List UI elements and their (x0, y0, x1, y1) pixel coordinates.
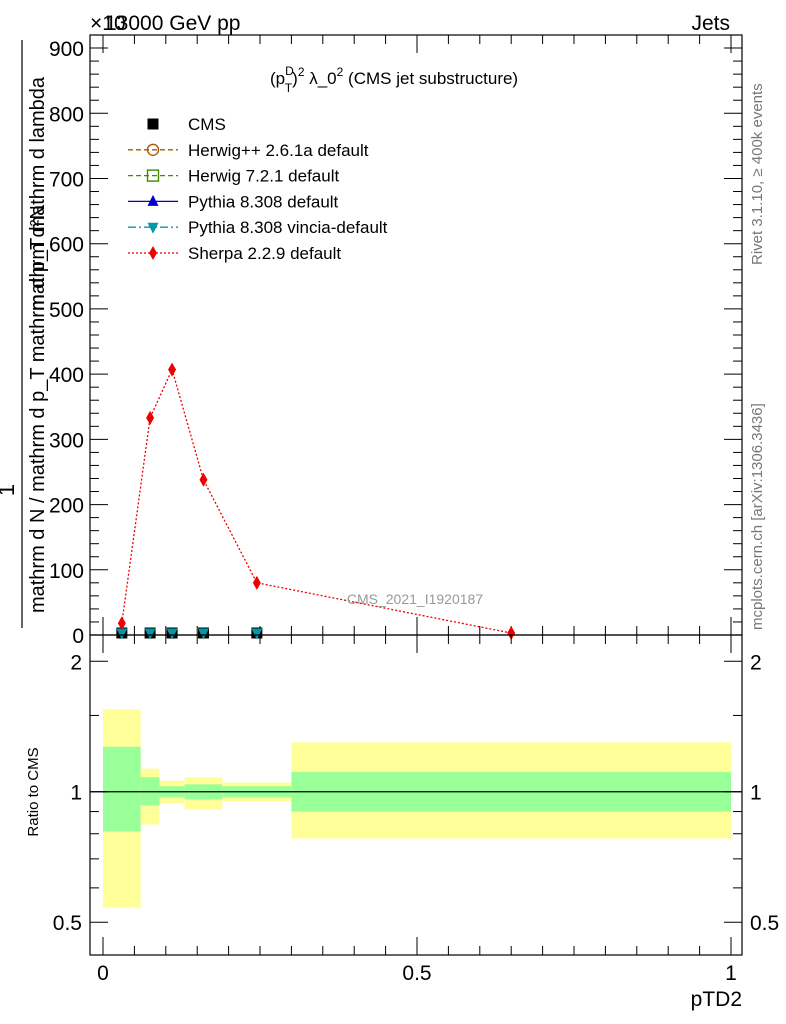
header-left: 13000 GeV pp (105, 12, 240, 35)
series-line-sherpa (121, 367, 512, 634)
data-point-diamond (146, 410, 155, 425)
x-axis-label: pTD2 (691, 988, 742, 1011)
sherpa-line (121, 367, 512, 634)
main-ytick-label: 400 (49, 364, 84, 387)
ylabel-top: mathrm d²N (27, 205, 49, 311)
title-sup3: 2 (337, 65, 344, 79)
legend-entry: Pythia 8.308 default (188, 192, 339, 211)
exponent-base: ×10 (90, 12, 126, 35)
title-sup1: D (285, 64, 294, 78)
main-ytick-label: 100 (49, 560, 84, 583)
legend-entry: Pythia 8.308 vincia-default (188, 218, 388, 237)
legend-marker (147, 194, 159, 206)
ratio-ytick-label: 0.5 (53, 912, 82, 935)
ratio-plot-frame (89, 634, 743, 956)
title-part-d: (CMS jet substructure) (343, 69, 518, 88)
ylabel-bottom: mathrm d N / mathrm d p_T mathrm d p_T m… (27, 76, 49, 613)
header-right: Jets (691, 12, 730, 35)
title-part-b: ) (292, 69, 298, 88)
xtick-label: 0 (97, 962, 109, 985)
ratio-plot: 0.5 0.5 1 1 2 2 (53, 634, 779, 956)
data-point-triangle-down (144, 628, 156, 640)
ratio-band-green (103, 746, 141, 832)
legend-entry: Herwig++ 2.6.1a default (188, 141, 369, 160)
exponent-label: ×10 (90, 12, 126, 35)
legend-entry: CMS (188, 115, 226, 134)
legend-marker (146, 143, 160, 157)
legend-marker (147, 118, 159, 130)
data-point-diamond (507, 626, 516, 640)
data-point-diamond (168, 362, 177, 377)
main-ytick-label: 900 (49, 38, 84, 61)
ratio-ylabel: Ratio to CMS (25, 747, 42, 836)
legend-entry: Sherpa 2.2.9 default (188, 244, 341, 263)
legend-marker (149, 246, 157, 260)
data-point-triangle-down (166, 628, 178, 640)
watermark: CMS_2021_I1920187 (347, 591, 483, 607)
main-ylabel: mathrm d²N 1 mathrm d N / mathrm d p_T m… (0, 40, 49, 628)
ratio-ytick-label-right: 0.5 (750, 912, 779, 935)
ylabel-one: 1 (0, 484, 19, 496)
data-point-triangle-down (116, 628, 128, 640)
legend-marker (146, 169, 160, 182)
main-data-marks (116, 362, 516, 640)
xtick-label: 0.5 (402, 962, 431, 985)
main-ytick-label: 500 (49, 299, 84, 322)
main-ytick-label: 200 (49, 495, 84, 518)
main-ytick-label: 600 (49, 234, 84, 257)
rivet-label: Rivet 3.1.10, ≥ 400k events (749, 83, 766, 265)
ratio-ytick-label-right: 1 (750, 782, 762, 805)
data-point-diamond (199, 472, 208, 487)
main-plot: 0 100 200 300 400 500 600 700 800 900 (49, 34, 743, 648)
ratio-ytick-label: 1 (70, 782, 82, 805)
x-axis-tick-labels: 0 0.5 1 (97, 962, 737, 985)
data-point-diamond (117, 616, 126, 631)
title-sup2: 2 (298, 65, 305, 79)
ratio-axis-ticks: 0.5 0.5 1 1 2 2 (53, 635, 779, 955)
main-ytick-label: 700 (49, 168, 84, 191)
ratio-bands (103, 709, 731, 908)
main-ytick-label: 0 (72, 625, 84, 648)
data-point-triangle-down (197, 628, 209, 640)
ratio-ytick-label: 2 (70, 651, 82, 674)
data-point-diamond (252, 575, 261, 590)
xtick-label: 1 (725, 962, 737, 985)
title-sub1: T (285, 81, 293, 95)
main-title: (pD T)2 λ_02 (CMS jet substructure) (270, 64, 518, 95)
data-point-triangle-down (251, 628, 263, 640)
mcplots-label: mcplots.cern.ch [arXiv:1306.3436] (749, 403, 766, 630)
legend-entry: Herwig 7.2.1 default (188, 167, 339, 186)
legend: CMS Herwig++ 2.6.1a default Herwig 7.2.1 d… (128, 115, 388, 263)
title-part-a: (p (270, 69, 285, 88)
main-axis-ticks: 0 100 200 300 400 500 600 700 800 900 (49, 34, 742, 648)
legend-marker (147, 222, 159, 234)
title-part-c: λ_0 (305, 69, 337, 88)
main-ytick-label: 300 (49, 429, 84, 452)
ratio-ytick-label-right: 2 (750, 651, 762, 674)
main-ytick-label: 800 (49, 103, 84, 126)
